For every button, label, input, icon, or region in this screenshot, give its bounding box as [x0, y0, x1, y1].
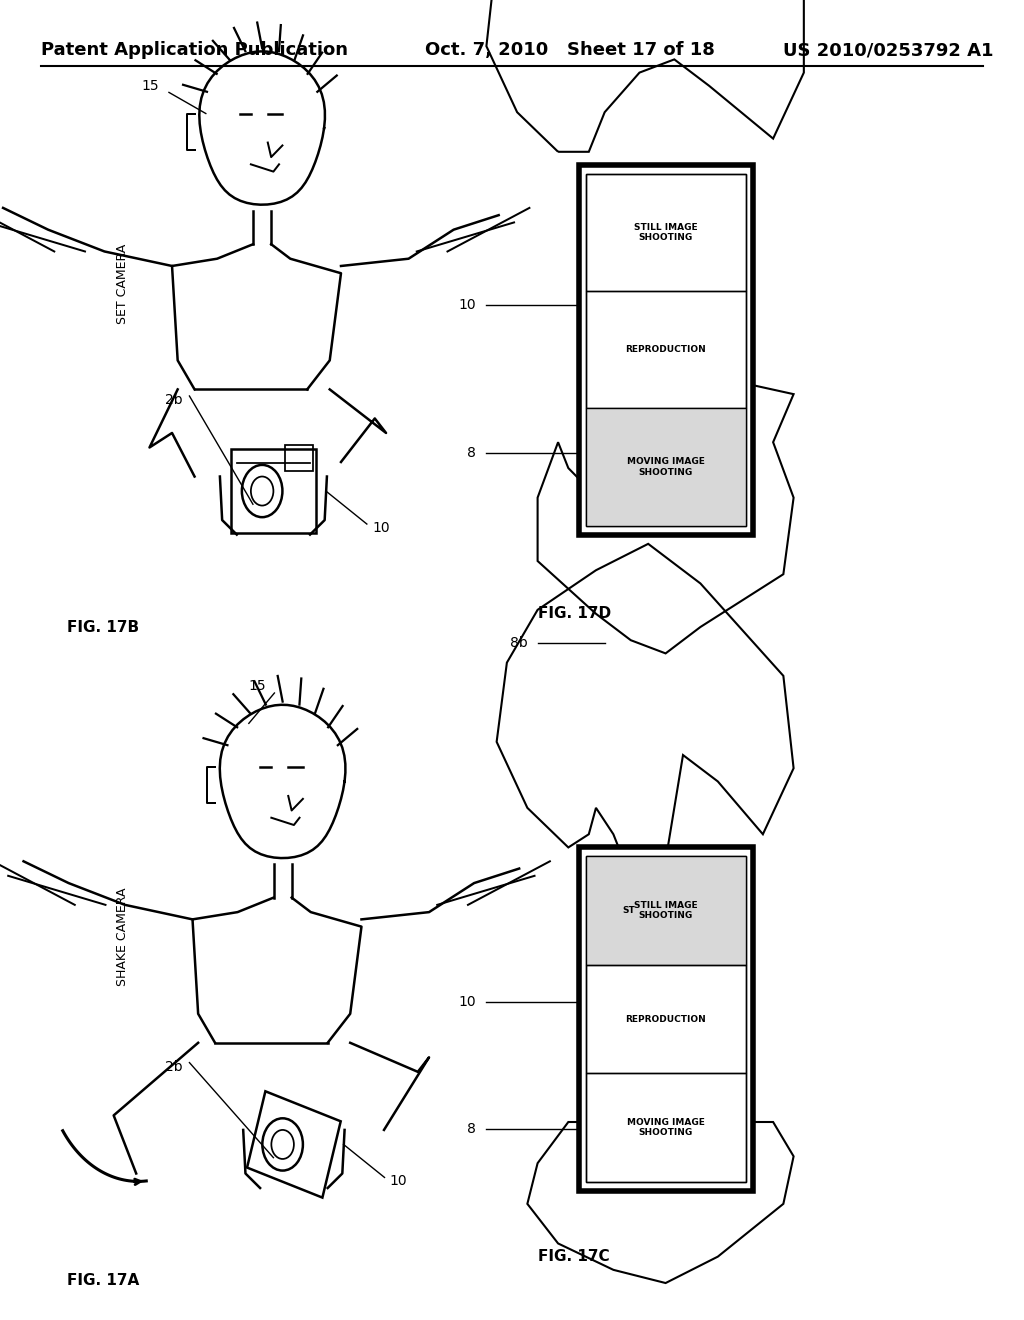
Text: ST: ST — [622, 906, 635, 915]
Bar — [586, 292, 745, 408]
Bar — [586, 1073, 745, 1181]
Text: 10: 10 — [459, 298, 476, 313]
Text: 2b: 2b — [165, 1060, 182, 1073]
Text: STILL IMAGE
SHOOTING: STILL IMAGE SHOOTING — [634, 223, 697, 243]
Text: 15: 15 — [141, 79, 159, 92]
Text: MOVING IMAGE
SHOOTING: MOVING IMAGE SHOOTING — [627, 457, 705, 477]
Polygon shape — [247, 1092, 341, 1197]
Text: 8b: 8b — [510, 636, 527, 649]
Bar — [285, 445, 313, 471]
Bar — [231, 449, 315, 533]
Text: STILL IMAGE
SHOOTING: STILL IMAGE SHOOTING — [634, 902, 697, 920]
Text: SET CAMERA: SET CAMERA — [117, 244, 129, 323]
Text: 2b: 2b — [165, 393, 182, 407]
Bar — [579, 165, 753, 535]
Text: US 2010/0253792 A1: US 2010/0253792 A1 — [782, 41, 993, 59]
Bar — [586, 174, 745, 525]
Text: 15: 15 — [249, 680, 266, 693]
Text: 8: 8 — [467, 446, 476, 461]
Bar — [586, 965, 745, 1073]
Text: Oct. 7, 2010   Sheet 17 of 18: Oct. 7, 2010 Sheet 17 of 18 — [425, 41, 715, 59]
Text: 10: 10 — [372, 521, 389, 535]
Text: MOVING IMAGE
SHOOTING: MOVING IMAGE SHOOTING — [627, 1118, 705, 1137]
Text: 8: 8 — [467, 1122, 476, 1137]
Text: FIG. 17D: FIG. 17D — [538, 606, 610, 622]
Text: FIG. 17A: FIG. 17A — [67, 1272, 139, 1288]
Text: REPRODUCTION: REPRODUCTION — [626, 346, 706, 354]
Text: FIG. 17B: FIG. 17B — [67, 619, 138, 635]
Text: 10: 10 — [459, 995, 476, 1008]
Text: Patent Application Publication: Patent Application Publication — [41, 41, 348, 59]
Bar — [586, 857, 745, 1181]
Bar — [586, 408, 745, 525]
Text: FIG. 17C: FIG. 17C — [538, 1249, 609, 1265]
Bar — [586, 857, 745, 965]
Text: 10: 10 — [389, 1175, 408, 1188]
Bar — [579, 847, 753, 1191]
Text: REPRODUCTION: REPRODUCTION — [626, 1015, 706, 1023]
Bar — [586, 174, 745, 292]
Text: SHAKE CAMERA: SHAKE CAMERA — [117, 888, 129, 986]
